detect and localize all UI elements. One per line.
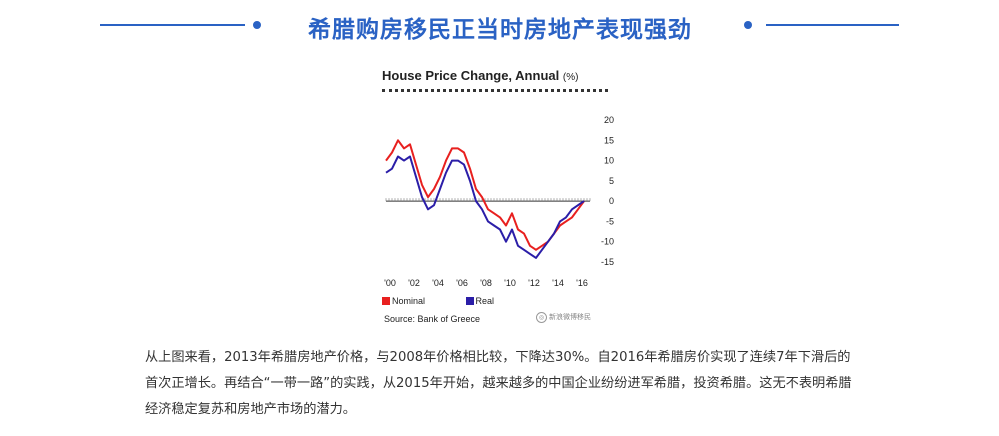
y-tick-label: 5 [609, 176, 614, 186]
y-tick-label: 15 [604, 135, 614, 145]
chart-legend: Nominal Real [382, 296, 532, 306]
chart-title-unit: (%) [562, 72, 579, 83]
x-tick-label: '00 [384, 278, 396, 288]
weibo-icon: ◎ [536, 312, 547, 323]
section-title: 希腊购房移民正当时房地产表现强劲 [308, 17, 692, 43]
chart-source: Source: Bank of Greece [384, 314, 481, 324]
y-tick-label: 0 [609, 196, 614, 206]
y-tick-label: -5 [606, 216, 614, 226]
legend-item-nominal: Nominal [382, 296, 425, 306]
header-dot-right [744, 21, 752, 29]
x-tick-label: '16 [576, 278, 588, 288]
series-line-real [385, 155, 585, 259]
legend-label-nominal: Nominal [392, 296, 426, 306]
header-divider-left [100, 24, 245, 26]
x-tick-label: '04 [432, 278, 444, 288]
watermark: ◎ 新浪微博移民 [536, 312, 591, 323]
chart-title-text: House Price Change, Annual [382, 68, 560, 83]
title-dotted-rule [382, 89, 608, 92]
x-tick-label: '08 [480, 278, 492, 288]
header-dot-left [253, 21, 261, 29]
section-header: 希腊购房移民正当时房地产表现强劲 [0, 0, 999, 60]
watermark-text: 新浪微博移民 [549, 313, 591, 321]
y-tick-label: 20 [604, 115, 614, 125]
legend-item-real: Real [465, 296, 495, 306]
legend-label-real: Real [475, 296, 495, 306]
x-tick-label: '02 [408, 278, 420, 288]
x-tick-label: '14 [552, 278, 564, 288]
x-tick-label: '10 [504, 278, 516, 288]
house-price-chart: House Price Change, Annual (%) 20 15 10 5 0 -… [378, 60, 618, 335]
legend-swatch-nominal [382, 297, 390, 305]
header-divider-right [766, 24, 899, 26]
y-tick-label: -15 [601, 257, 614, 267]
chart-title: House Price Change, Annual (%) [382, 68, 578, 83]
body-paragraph: 从上图来看，2013年希腊房地产价格，与2008年价格相比较，下降达30%。自2… [145, 350, 852, 417]
chart-plot: 20 15 10 5 0 -5 -10 -15 '00 '02 '04 '06 '08 '10 '12 '14… [384, 115, 614, 288]
y-tick-label: 10 [604, 156, 614, 166]
y-tick-label: -10 [601, 237, 614, 247]
x-tick-label: '12 [528, 278, 540, 288]
x-tick-label: '06 [456, 278, 468, 288]
legend-swatch-real [465, 297, 474, 305]
